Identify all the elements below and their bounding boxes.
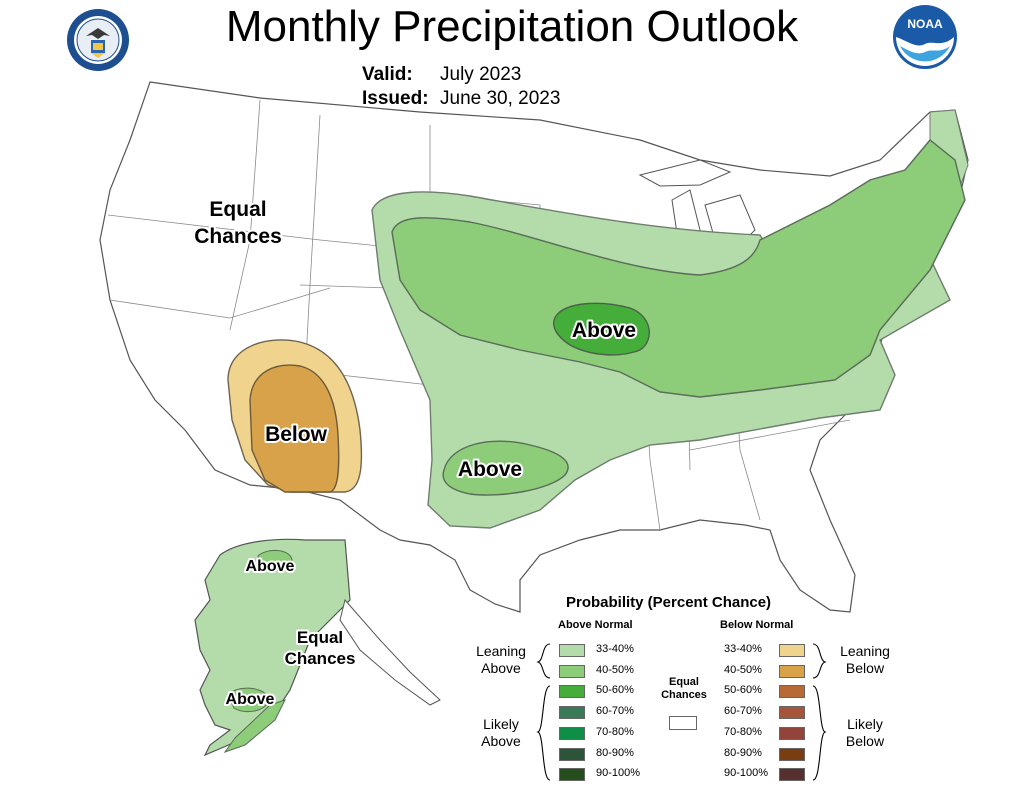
label-alaska-equal-line1: Equal — [297, 628, 343, 647]
legend-above-bin-swatch — [559, 706, 585, 720]
alaska-panhandle — [339, 598, 441, 706]
label-southwest-below: Below — [265, 423, 328, 446]
legend-below-bin-label: 60-70% — [724, 705, 762, 718]
legend-above-bin-swatch — [559, 726, 585, 740]
legend-likely-above: Likely Above — [481, 716, 521, 749]
noaa-logo-text: NOAA — [907, 17, 943, 31]
below-40-50-southwest — [249, 364, 340, 493]
legend-above-bin-swatch — [559, 747, 585, 761]
legend-below-bin-swatch — [779, 685, 805, 699]
alaska-above-south — [227, 687, 269, 712]
legend-below-bin-label: 70-80% — [724, 725, 762, 738]
label-alaska-above-north: Above — [246, 558, 295, 575]
label-alaska-equal-line2: Chances — [285, 649, 356, 668]
legend-above-bin-label: 70-80% — [596, 725, 634, 738]
legend-above-bin-swatch — [559, 768, 585, 782]
legend-below-bin-label: 33-40% — [724, 643, 762, 655]
legend-below-bin-label: 50-60% — [724, 684, 762, 697]
issued-line: Issued: June 30, 2023 — [362, 88, 560, 110]
legend-below-header: Below Normal — [720, 619, 794, 631]
issued-label: Issued: — [362, 88, 429, 109]
legend-likely-below: Likely Below — [845, 716, 885, 749]
legend-below-bin-label: 90-100% — [724, 767, 769, 780]
legend-above-bin-label: 90-100% — [596, 767, 641, 780]
commerce-seal-icon — [67, 9, 129, 71]
label-central-above: Above — [572, 319, 636, 342]
legend-above-bin-swatch — [559, 685, 585, 699]
above-50-60-core — [552, 302, 650, 356]
label-alaska-above-south: Above — [226, 691, 275, 708]
above-40-50-south — [442, 440, 569, 496]
legend-title: Probability (Percent Chance) — [566, 594, 772, 611]
legend-below-bin-swatch — [779, 664, 805, 678]
alaska-above-north — [257, 550, 293, 572]
legend-below-bin-label: 40-50% — [724, 663, 762, 676]
legend-above-bin-label: 60-70% — [596, 705, 634, 718]
label-west-equal-line1: Equal — [209, 198, 266, 221]
legend-above-bin-swatch — [559, 644, 585, 657]
legend-equal-swatch — [669, 716, 697, 730]
legend-leaning-above: Leaning Above — [476, 643, 526, 676]
legend-below-bin-swatch — [779, 644, 805, 657]
legend-equal-label: Equal Chances — [661, 676, 707, 701]
legend-below-bin-swatch — [779, 726, 805, 740]
legend-above-bin-label: 80-90% — [596, 746, 634, 759]
valid-label: Valid: — [362, 64, 413, 85]
noaa-logo-icon: NOAA — [893, 5, 957, 69]
page-title: Monthly Precipitation Outlook — [225, 2, 799, 51]
valid-line: Valid: July 2023 — [362, 64, 521, 86]
legend-above-bin-swatch — [559, 664, 585, 678]
legend-leaning-below: Leaning Below — [840, 643, 890, 676]
label-southern-above: Above — [458, 458, 522, 481]
legend-above-header: Above Normal — [558, 619, 633, 631]
valid-value: July 2023 — [440, 64, 522, 85]
label-west-equal-line2: Chances — [194, 225, 282, 248]
issued-value: June 30, 2023 — [440, 88, 561, 109]
legend-below-bin-swatch — [779, 706, 805, 720]
legend-above-bin-label: 40-50% — [596, 663, 634, 676]
legend-above-bin-label: 33-40% — [596, 643, 634, 655]
legend-below-bin-swatch — [779, 747, 805, 761]
legend-below-bin-label: 80-90% — [724, 746, 762, 759]
above-40-50-main — [391, 139, 966, 398]
alaska-south-coast — [223, 699, 286, 753]
legend-above-bin-label: 50-60% — [596, 684, 634, 697]
legend-below-bin-swatch — [779, 768, 805, 782]
